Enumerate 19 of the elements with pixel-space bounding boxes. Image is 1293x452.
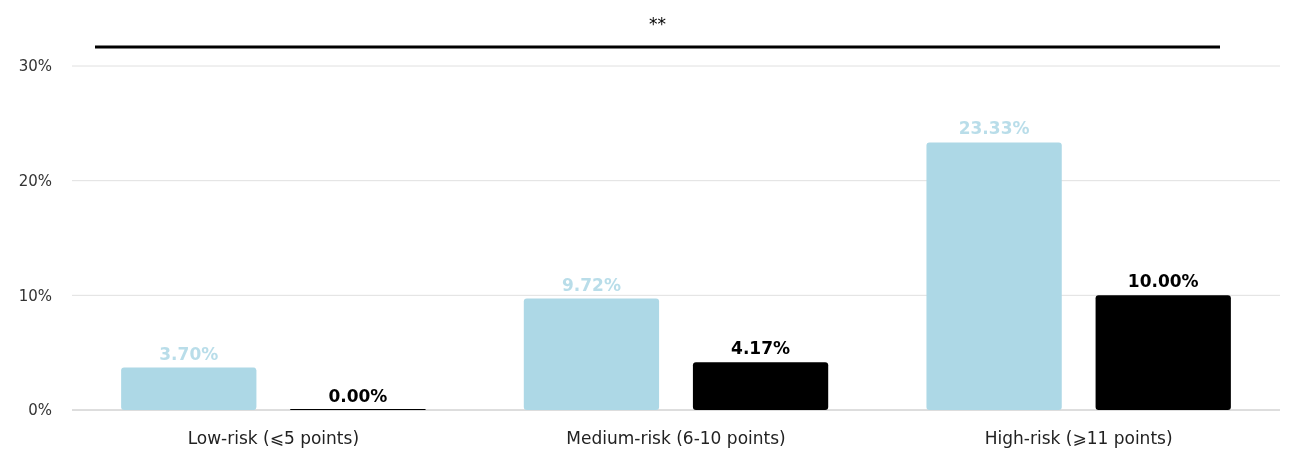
text: ** xyxy=(649,14,666,34)
y-tick-label: 10% xyxy=(18,286,52,305)
x-tick-label: Medium-risk (6-10 points) xyxy=(566,428,786,448)
data-label: 10.00% xyxy=(1127,271,1199,292)
data-label: 0.00% xyxy=(328,386,388,406)
bar xyxy=(692,362,829,410)
data-label: 4.17% xyxy=(731,338,791,359)
y-tick-label: 0% xyxy=(28,401,52,420)
bar xyxy=(1095,295,1231,410)
x-tick-label: High-risk (⩾11 points) xyxy=(984,428,1173,448)
data-label: 23.33% xyxy=(958,118,1030,139)
data-label: 9.72% xyxy=(561,274,621,295)
bar xyxy=(926,142,1062,410)
bar xyxy=(523,298,660,410)
y-tick-label: 20% xyxy=(18,171,52,190)
data-label: 3.70% xyxy=(159,343,219,364)
bar xyxy=(121,367,257,410)
y-tick-label: 30% xyxy=(18,57,52,76)
x-tick-label: Low-risk (⩽5 points) xyxy=(187,428,360,448)
